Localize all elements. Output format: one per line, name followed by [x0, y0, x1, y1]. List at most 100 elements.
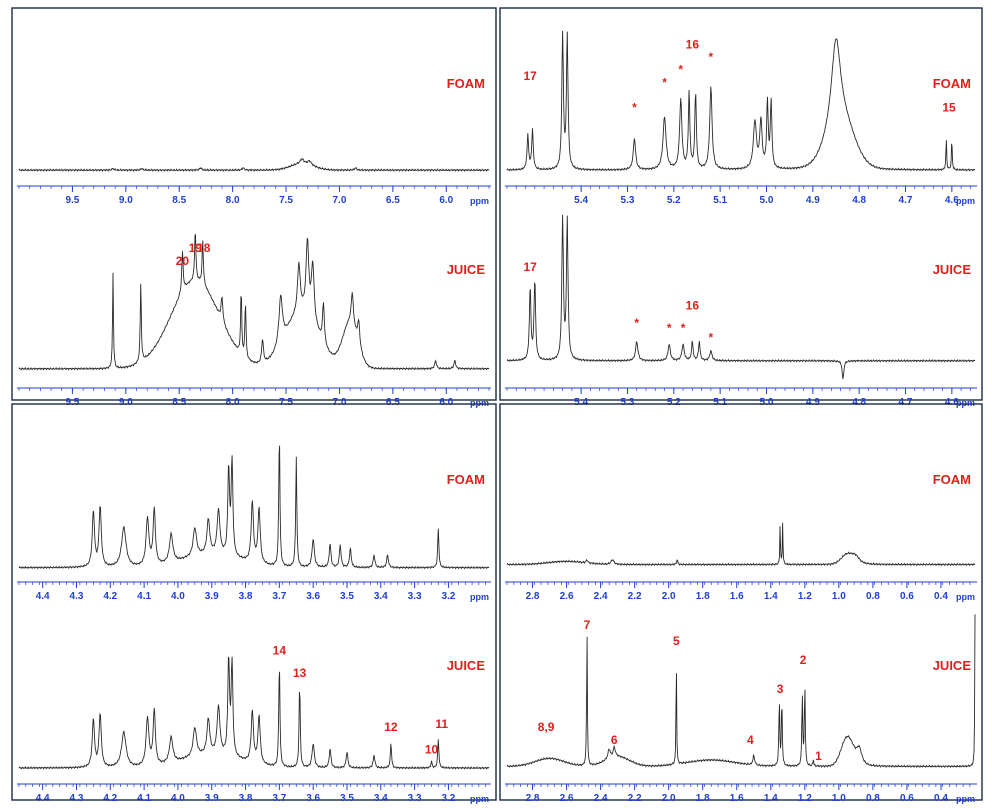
sample-label-juice: JUICE	[933, 262, 972, 277]
tick-label: 5.3	[621, 195, 635, 206]
tick-label: 8.0	[226, 195, 240, 206]
peak-label: *	[678, 63, 683, 77]
panel-aromatic: 9.5 9.0 8.5 8.0 7.5 7.0 6.5 6.0 ppm FOAM 9.5 9.0 8.5…	[11, 7, 497, 408]
tick-label: 5.3	[621, 397, 635, 408]
tick-label: 3.5	[340, 591, 354, 602]
tick-label: 2.0	[662, 793, 676, 804]
tick-label: 6.5	[386, 195, 400, 206]
sample-label-foam: FOAM	[933, 76, 971, 91]
tick-label: 6.0	[439, 397, 453, 408]
peak-label: *	[662, 75, 667, 89]
tick-label: 5.2	[667, 397, 681, 408]
peak-label: *	[632, 101, 637, 115]
axis-unit-label: ppm	[470, 592, 489, 602]
tick-label: 1.8	[696, 793, 710, 804]
tick-label: 1.6	[730, 591, 744, 602]
tick-label: 0.6	[900, 793, 914, 804]
tick-label: 5.0	[760, 397, 774, 408]
tick-label: 4.3	[70, 591, 84, 602]
spectrum-foam	[506, 522, 976, 567]
tick-label: 3.9	[205, 793, 219, 804]
tick-label: 4.7	[899, 195, 913, 206]
peak-label: *	[709, 331, 714, 345]
spectrum-juice	[18, 233, 490, 371]
panel-aliphatic: 2.8 2.6 2.4 2.2 2.0 1.8 1.6 1.4 1.2 1.0 0.8 0.6 0.4 p…	[499, 403, 983, 804]
peak-label: 4	[747, 733, 754, 747]
tick-label: 7.0	[333, 195, 347, 206]
tick-label: 4.0	[171, 591, 185, 602]
axis-unit-label: ppm	[470, 794, 489, 804]
tick-label: 0.4	[934, 793, 948, 804]
tick-label: 5.0	[760, 195, 774, 206]
peak-label: *	[681, 321, 686, 335]
peak-label: *	[667, 321, 672, 335]
peak-label: 7	[584, 618, 591, 632]
plot-layer: 9.5 9.0 8.5 8.0 7.5 7.0 6.5 6.0 ppm FOAM 9.5 9.0 8.5…	[11, 7, 983, 804]
sample-label-foam: FOAM	[447, 76, 485, 91]
tick-label: 4.3	[70, 793, 84, 804]
tick-label: 2.4	[594, 591, 608, 602]
tick-label: 4.2	[103, 591, 117, 602]
tick-label: 4.0	[171, 793, 185, 804]
tick-label: 9.0	[119, 195, 133, 206]
tick-label: 0.6	[900, 591, 914, 602]
tick-label: 3.7	[272, 591, 286, 602]
peak-label: 12	[384, 720, 398, 734]
tick-label: 3.6	[306, 793, 320, 804]
axis-unit-label: ppm	[470, 196, 489, 206]
tick-label: 3.5	[340, 793, 354, 804]
tick-label: 3.7	[272, 793, 286, 804]
tick-label: 0.8	[866, 793, 880, 804]
tick-label: 2.2	[628, 591, 642, 602]
axis-unit-label: ppm	[956, 794, 975, 804]
axis-unit-label: ppm	[956, 196, 975, 206]
peak-label: 1	[815, 749, 822, 763]
tick-label: 4.9	[806, 397, 820, 408]
panel-frame	[499, 403, 983, 801]
peak-label: 19	[189, 241, 203, 255]
axis-unit-label: ppm	[470, 398, 489, 408]
peak-label: 6	[611, 733, 618, 747]
tick-label: 3.8	[239, 793, 253, 804]
peak-label: 5	[673, 634, 680, 648]
peak-label: 8,9	[538, 720, 555, 734]
tick-label: 7.5	[279, 195, 293, 206]
spectrum-juice	[506, 614, 976, 769]
panel-frame	[11, 403, 497, 801]
peak-label: 14	[273, 643, 287, 657]
tick-label: 0.8	[866, 591, 880, 602]
tick-label: 1.0	[832, 793, 846, 804]
tick-label: 2.0	[662, 591, 676, 602]
peak-label: 15	[942, 101, 956, 115]
tick-label: 3.2	[441, 591, 455, 602]
tick-label: 9.5	[65, 397, 79, 408]
tick-label: 7.5	[279, 397, 293, 408]
tick-label: 6.5	[386, 397, 400, 408]
tick-label: 5.4	[574, 195, 588, 206]
tick-label: 5.1	[713, 397, 727, 408]
peak-label: 16	[686, 37, 700, 51]
sample-label-foam: FOAM	[447, 472, 485, 487]
spectrum-juice	[506, 214, 976, 380]
peak-label: 2	[800, 653, 807, 667]
tick-label: 9.5	[65, 195, 79, 206]
spectrum-foam	[18, 445, 490, 570]
tick-label: 4.7	[899, 397, 913, 408]
tick-label: 1.4	[764, 793, 778, 804]
tick-label: 1.2	[798, 793, 812, 804]
tick-label: 4.9	[806, 195, 820, 206]
sample-label-foam: FOAM	[933, 472, 971, 487]
spectrum-foam	[18, 157, 490, 173]
tick-label: 4.4	[36, 793, 50, 804]
peak-label: 17	[523, 260, 537, 274]
tick-label: 3.3	[408, 591, 422, 602]
spectrum-juice	[18, 656, 490, 770]
tick-label: 3.4	[374, 591, 388, 602]
sample-label-juice: JUICE	[447, 658, 486, 673]
tick-label: 1.4	[764, 591, 778, 602]
tick-label: 2.6	[560, 591, 574, 602]
peak-label: 3	[777, 682, 784, 696]
peak-label: *	[634, 316, 639, 330]
tick-label: 4.4	[36, 591, 50, 602]
